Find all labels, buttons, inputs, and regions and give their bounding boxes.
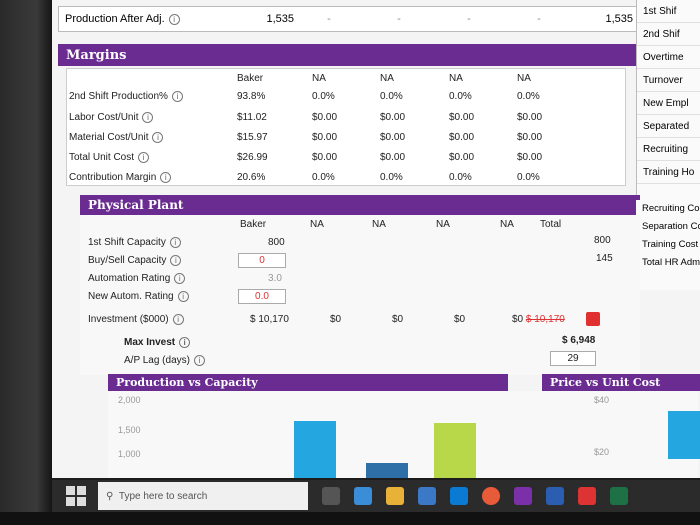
col-header-na: NA	[436, 219, 450, 230]
production-after-adj-label: Production After Adj. i	[59, 13, 234, 25]
col-header-baker: Baker	[240, 219, 267, 230]
chrome-icon[interactable]	[482, 487, 500, 505]
task-view-icon[interactable]	[322, 487, 340, 505]
warning-icon[interactable]	[586, 312, 600, 326]
col-header-na: NA	[312, 73, 326, 84]
margins-header: Margins	[58, 44, 638, 66]
side-item: Overtime	[637, 46, 700, 69]
mail-icon[interactable]	[450, 487, 468, 505]
y-tick: $40	[594, 395, 610, 405]
row-label-2nd-shift: 2nd Shift Production% i	[69, 91, 183, 102]
row-label-contribution-margin: Contribution Margin i	[69, 172, 172, 183]
side-item: New Empl	[637, 92, 700, 115]
buy-sell-capacity-label: Buy/Sell Capacity i	[88, 255, 182, 266]
pdf-icon[interactable]	[578, 487, 596, 505]
y-tick: 1,500	[118, 425, 141, 435]
production-bar	[366, 463, 408, 478]
investment-label: Investment ($000) i	[88, 314, 184, 325]
monitor-bezel	[0, 0, 52, 525]
automation-rating-label: Automation Rating i	[88, 273, 186, 284]
app-icon[interactable]	[514, 487, 532, 505]
buy-sell-capacity-total: 145	[596, 253, 613, 264]
col-header-na: NA	[380, 73, 394, 84]
max-invest-label: Max Invest i	[124, 337, 191, 348]
info-icon[interactable]: i	[160, 172, 172, 183]
first-shift-capacity-total: 800	[594, 235, 611, 246]
side-item: Total HR Admir	[642, 257, 700, 268]
info-icon[interactable]: i	[179, 337, 191, 348]
edge-icon[interactable]	[354, 487, 372, 505]
file-explorer-icon[interactable]	[386, 487, 404, 505]
y-tick: 2,000	[118, 395, 141, 405]
price-vs-unit-cost-header: Price vs Unit Cost	[542, 374, 700, 391]
side-item: Turnover	[637, 69, 700, 92]
col-header-na: NA	[372, 219, 386, 230]
col-header-total: Total	[540, 219, 562, 230]
margins-table: Baker NA NA NA NA 2nd Shift Production% i…	[66, 68, 626, 186]
monitor-bottom-bezel	[0, 512, 700, 525]
info-icon[interactable]: i	[171, 91, 183, 102]
side-item: 1st Shif	[637, 0, 700, 23]
ap-lag-label: A/P Lag (days) i	[124, 355, 205, 366]
side-item: Recruiting	[637, 138, 700, 161]
new-autom-rating-label: New Autom. Rating i	[88, 291, 189, 302]
col-header-na: NA	[310, 219, 324, 230]
side-item: 2nd Shif	[637, 23, 700, 46]
info-icon[interactable]: i	[193, 355, 205, 366]
physical-plant-header: Physical Plant	[80, 195, 640, 215]
info-icon[interactable]: i	[177, 291, 189, 302]
side-item: Recruiting Co	[642, 203, 700, 214]
windows-taskbar: ⚲ Type here to search	[52, 480, 700, 512]
info-icon[interactable]: i	[169, 237, 181, 248]
info-icon[interactable]: i	[170, 255, 182, 266]
first-shift-capacity-value: 800	[268, 237, 285, 248]
production-after-adj-row: Production After Adj. i 1,535 - - - - 1,5…	[58, 6, 638, 32]
first-shift-capacity-label: 1st Shift Capacity i	[88, 237, 181, 248]
excel-icon[interactable]	[610, 487, 628, 505]
max-invest-value: $ 6,948	[562, 335, 596, 346]
price-bar	[668, 411, 700, 459]
store-icon[interactable]	[418, 487, 436, 505]
info-icon[interactable]: i	[138, 152, 150, 163]
production-after-adj-value: 1,535	[266, 13, 294, 25]
y-tick: 1,000	[118, 449, 141, 459]
col-header-baker: Baker	[237, 73, 264, 84]
word-icon[interactable]	[546, 487, 564, 505]
side-item: Separation Co	[642, 221, 700, 232]
row-label-total-unit-cost: Total Unit Cost i	[69, 152, 150, 163]
automation-rating-value: 3.0	[268, 273, 282, 284]
side-item: Training Ho	[637, 161, 700, 184]
hr-cost-panel: Recruiting Co Separation Co Training Cos…	[636, 200, 700, 272]
info-icon[interactable]: i	[172, 314, 184, 325]
row-label-labor-cost: Labor Cost/Unit i	[69, 112, 154, 123]
col-header-na: NA	[517, 73, 531, 84]
side-item: Separated	[637, 115, 700, 138]
production-vs-capacity-header: Production vs Capacity	[108, 374, 508, 391]
buy-sell-capacity-input[interactable]: 0	[238, 253, 286, 268]
new-autom-rating-input[interactable]: 0.0	[238, 289, 286, 304]
info-icon[interactable]: i	[168, 13, 180, 25]
col-header-na: NA	[500, 219, 514, 230]
y-tick: $20	[594, 447, 610, 457]
row-label-material-cost: Material Cost/Unit i	[69, 132, 164, 143]
spreadsheet-screen: Production After Adj. i 1,535 - - - - 1,5…	[52, 0, 700, 478]
physical-plant-table: Baker NA NA NA NA Total 1st Shift Capaci…	[80, 215, 640, 375]
info-icon[interactable]: i	[152, 132, 164, 143]
charts-area: 2,000 1,500 1,000 $40 $20	[108, 391, 700, 478]
investment-total: $0 $ 10,170	[512, 314, 565, 325]
side-item: Training Cost	[642, 239, 699, 250]
info-icon[interactable]: i	[174, 273, 186, 284]
info-icon[interactable]: i	[142, 112, 154, 123]
capacity-bar	[294, 421, 336, 478]
windows-start-icon[interactable]	[66, 486, 86, 506]
capacity-bar	[434, 423, 476, 478]
production-after-adj-total: 1,535	[605, 13, 633, 25]
ap-lag-input[interactable]: 29	[550, 351, 596, 366]
col-header-na: NA	[449, 73, 463, 84]
taskbar-search-input[interactable]: ⚲ Type here to search	[98, 482, 308, 510]
